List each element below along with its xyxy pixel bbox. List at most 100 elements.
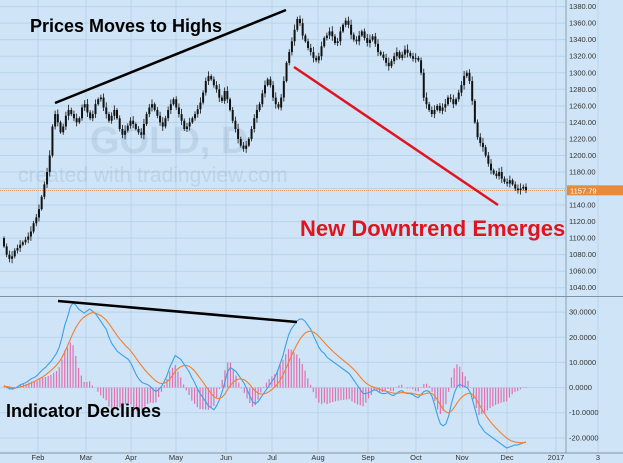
price-tick-label: 1200.00 bbox=[569, 151, 596, 160]
price-tick-label: 1100.00 bbox=[569, 234, 596, 243]
candle-body bbox=[385, 57, 388, 63]
candle-body bbox=[145, 114, 148, 125]
candle-body bbox=[8, 254, 11, 259]
candle-body bbox=[191, 118, 194, 123]
candle-body bbox=[309, 47, 312, 53]
candle-body bbox=[188, 122, 191, 127]
candle-body bbox=[420, 60, 423, 73]
candle-body bbox=[366, 38, 369, 43]
candle-body bbox=[220, 97, 223, 101]
candle-body bbox=[27, 236, 30, 240]
candle-body bbox=[409, 52, 412, 57]
candle-body bbox=[159, 115, 162, 123]
candle-body bbox=[503, 178, 506, 182]
candle-body bbox=[414, 57, 417, 59]
candle-body bbox=[161, 122, 164, 127]
candle-body bbox=[360, 31, 363, 36]
candle-body bbox=[438, 105, 441, 111]
candle-body bbox=[180, 114, 183, 121]
candle-body bbox=[411, 56, 414, 59]
x-tick-label: Sep bbox=[361, 453, 374, 462]
candle-body bbox=[35, 217, 38, 224]
candle-body bbox=[134, 124, 137, 129]
candle-body bbox=[430, 109, 433, 115]
macd-tick-label: 30.0000 bbox=[569, 308, 596, 317]
candle-body bbox=[403, 49, 406, 55]
price-tick-label: 1240.00 bbox=[569, 118, 596, 127]
candle-body bbox=[43, 184, 46, 197]
candle-body bbox=[358, 35, 361, 42]
annotation-indicator: Indicator Declines bbox=[6, 401, 162, 421]
candle-body bbox=[29, 231, 32, 237]
candle-body bbox=[11, 256, 14, 259]
candle-body bbox=[379, 52, 382, 55]
candle-body bbox=[21, 242, 24, 245]
candle-body bbox=[487, 155, 490, 164]
price-tick-label: 1360.00 bbox=[569, 19, 596, 28]
candle-body bbox=[282, 81, 285, 98]
candle-body bbox=[5, 246, 8, 255]
candle-body bbox=[196, 109, 199, 115]
candle-body bbox=[387, 62, 390, 67]
candle-body bbox=[304, 35, 307, 42]
candle-body bbox=[514, 184, 517, 189]
candlestick-series bbox=[3, 15, 527, 264]
candle-body bbox=[126, 125, 129, 131]
candle-body bbox=[393, 56, 396, 62]
candle-body bbox=[331, 31, 334, 37]
watermark-credit: created with tradingview.com bbox=[18, 164, 288, 187]
candle-body bbox=[484, 147, 487, 156]
candle-body bbox=[40, 196, 43, 210]
candle-body bbox=[333, 36, 336, 43]
candle-body bbox=[167, 109, 170, 119]
candle-body bbox=[169, 104, 172, 110]
last-price-label: 1157.79 bbox=[570, 186, 597, 195]
macd-tick-label: 0.0000 bbox=[569, 383, 592, 392]
candle-body bbox=[492, 170, 495, 174]
macd-tick-label: 20.0000 bbox=[569, 333, 596, 342]
candle-body bbox=[490, 163, 493, 171]
candle-body bbox=[363, 31, 366, 39]
candle-body bbox=[3, 238, 5, 247]
candle-body bbox=[398, 52, 401, 58]
candle-body bbox=[428, 104, 431, 110]
candle-body bbox=[371, 36, 374, 40]
candle-body bbox=[525, 186, 527, 191]
price-tick-label: 1080.00 bbox=[569, 250, 596, 259]
x-tick-label: 2017 bbox=[548, 453, 565, 462]
candle-body bbox=[350, 24, 353, 35]
candle-body bbox=[463, 76, 466, 86]
candle-body bbox=[24, 239, 27, 243]
candle-body bbox=[368, 39, 371, 43]
candle-body bbox=[150, 104, 153, 108]
candle-body bbox=[342, 24, 345, 32]
candle-body bbox=[519, 188, 522, 191]
candle-body bbox=[223, 90, 226, 101]
macd-tick-label: 10.0000 bbox=[569, 358, 596, 367]
candle-body bbox=[81, 107, 84, 119]
candle-body bbox=[199, 102, 202, 110]
x-tick-label: Jun bbox=[220, 453, 232, 462]
candle-body bbox=[194, 114, 197, 119]
x-tick-label: Jul bbox=[267, 453, 277, 462]
candle-body bbox=[269, 79, 272, 86]
x-tick-label: 3 bbox=[596, 453, 600, 462]
candle-body bbox=[406, 49, 409, 53]
candle-body bbox=[237, 128, 240, 139]
x-tick-label: Mar bbox=[80, 453, 93, 462]
candle-body bbox=[185, 126, 188, 129]
price-tick-label: 1120.00 bbox=[569, 217, 596, 226]
candle-body bbox=[325, 35, 328, 39]
macd-line bbox=[3, 302, 527, 449]
candle-body bbox=[476, 122, 479, 138]
candle-body bbox=[320, 46, 323, 57]
candle-body bbox=[78, 118, 81, 123]
candle-body bbox=[395, 52, 398, 57]
price-tick-label: 1180.00 bbox=[569, 167, 596, 176]
candle-body bbox=[473, 100, 476, 123]
price-tick-label: 1060.00 bbox=[569, 267, 596, 276]
candle-body bbox=[75, 118, 78, 123]
candle-body bbox=[436, 105, 439, 110]
